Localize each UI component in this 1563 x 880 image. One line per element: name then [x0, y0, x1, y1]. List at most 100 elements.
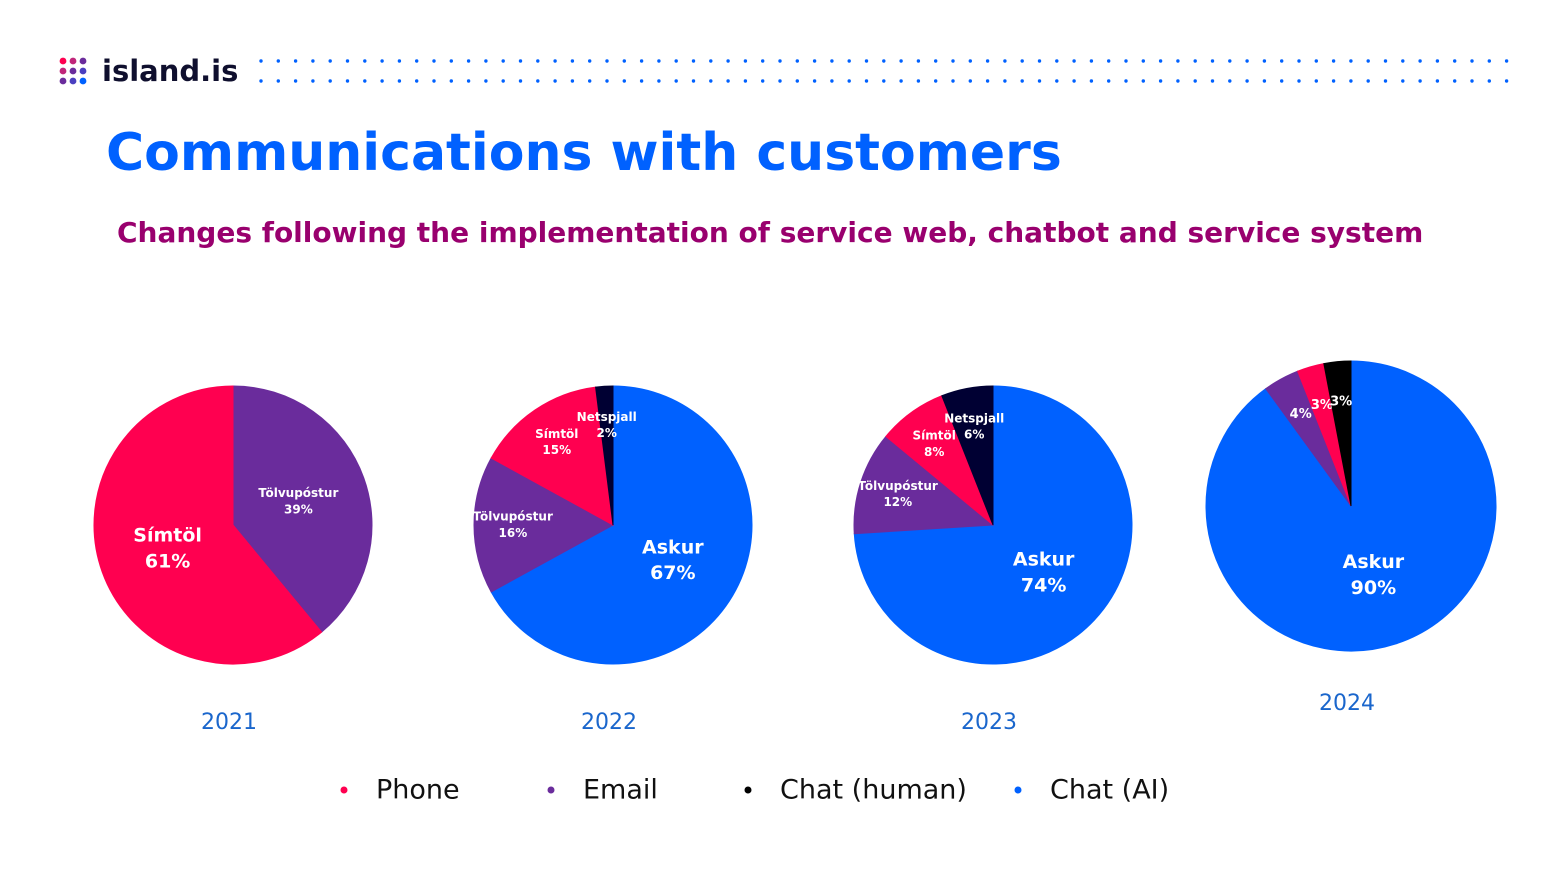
logo-dot	[79, 77, 87, 85]
decor-dot	[1262, 79, 1267, 83]
logo-dot	[59, 77, 67, 85]
decor-dot	[1176, 59, 1180, 63]
pie-slice	[941, 385, 994, 526]
pie-year: 2024	[1319, 691, 1375, 716]
decor-dot	[1366, 59, 1370, 63]
decor-dot	[293, 59, 298, 63]
decor-dot	[1331, 79, 1336, 83]
decor-dot	[1383, 59, 1388, 63]
decor-dot	[934, 79, 938, 83]
decor-dot	[657, 79, 661, 83]
legend-marker	[1014, 786, 1022, 794]
decor-dot	[657, 59, 661, 63]
decor-dot	[1141, 59, 1146, 63]
decor-dot	[1107, 59, 1111, 63]
subtitle: Changes following the implementation of …	[117, 216, 1423, 249]
decor-dot	[674, 79, 678, 83]
decor-dot	[1210, 59, 1215, 63]
decor-dot	[1314, 79, 1319, 83]
decor-dot	[1349, 79, 1353, 83]
decor-dot	[484, 79, 488, 83]
decor-dot	[882, 79, 886, 83]
decor-dot	[518, 79, 523, 83]
decor-dot	[899, 79, 903, 83]
decor-dot	[466, 59, 471, 63]
decor-dot	[415, 59, 419, 63]
decor-dot	[484, 59, 488, 63]
decor-dot	[1072, 59, 1076, 63]
decor-dot	[259, 79, 263, 83]
decor-dot	[1245, 59, 1249, 63]
decor-dot	[588, 79, 592, 83]
decor-dot	[1107, 79, 1111, 83]
decor-dot	[1453, 59, 1457, 63]
decor-dot	[726, 59, 730, 63]
decor-dot	[501, 79, 505, 83]
slice-label: Askur	[642, 537, 704, 559]
pie-year: 2021	[201, 710, 257, 735]
slice-value-label: 39%	[284, 502, 313, 516]
logo-dot	[69, 77, 77, 85]
decor-dot	[639, 79, 644, 83]
decor-dot	[1037, 59, 1042, 63]
slice-value-label: 3%	[1330, 395, 1352, 410]
slice-label: Netspjall	[944, 411, 1004, 425]
decor-dot	[536, 79, 540, 83]
slice-value-label: 3%	[1311, 398, 1333, 413]
decor-dot	[795, 59, 799, 63]
pie-slice	[490, 386, 614, 526]
decor-dot	[380, 59, 384, 63]
decor-dot	[397, 59, 402, 63]
slice-value-label: 4%	[1290, 407, 1312, 422]
decor-dot	[1280, 59, 1284, 63]
decor-dot	[1089, 79, 1094, 83]
decor-dot	[1504, 59, 1509, 63]
slice-value-label: 15%	[542, 443, 571, 457]
logo-dot	[79, 57, 87, 65]
decor-dot	[1418, 59, 1422, 63]
decor-dot	[1331, 59, 1336, 63]
decor-dot	[1003, 59, 1007, 63]
decor-dot	[345, 59, 350, 63]
decor-dot	[899, 59, 903, 63]
decor-dot	[812, 59, 817, 63]
decor-dot	[830, 79, 834, 83]
slice-value-label: 16%	[499, 526, 528, 540]
pie-slice	[93, 385, 323, 665]
decor-dot	[1383, 79, 1388, 83]
decor-dot	[1366, 79, 1370, 83]
decor-dot	[449, 79, 453, 83]
decor-dot	[1401, 79, 1405, 83]
decor-dot	[1418, 79, 1422, 83]
decor-dot	[1470, 59, 1474, 63]
pie-slice	[490, 385, 753, 665]
decor-dot	[1037, 79, 1042, 83]
decor-dot	[1435, 79, 1440, 83]
pie-slice	[232, 385, 373, 633]
decor-dot	[709, 59, 713, 63]
slice-label: Netspjall	[577, 410, 637, 424]
decor-dot	[830, 59, 834, 63]
decor-dot	[1470, 79, 1474, 83]
decor-dot	[1435, 59, 1440, 63]
decor-dot	[1193, 59, 1197, 63]
decor-dot	[1020, 79, 1024, 83]
decor-dot	[743, 59, 748, 63]
decor-dot	[570, 79, 575, 83]
pie-slice	[1323, 360, 1352, 507]
slice-label: Símtöl	[133, 525, 202, 547]
logo-dot	[69, 57, 77, 65]
decor-dot	[985, 79, 990, 83]
decor-dot	[466, 79, 471, 83]
decor-dot	[397, 79, 402, 83]
decor-dot	[916, 59, 921, 63]
decor-dot	[1262, 59, 1267, 63]
decor-dot	[622, 79, 626, 83]
decor-dot	[501, 59, 505, 63]
decor-dot	[1124, 59, 1128, 63]
decor-dot	[553, 59, 557, 63]
decor-dot	[1504, 79, 1509, 83]
decor-dot	[1003, 79, 1007, 83]
decor-dot	[1020, 59, 1024, 63]
